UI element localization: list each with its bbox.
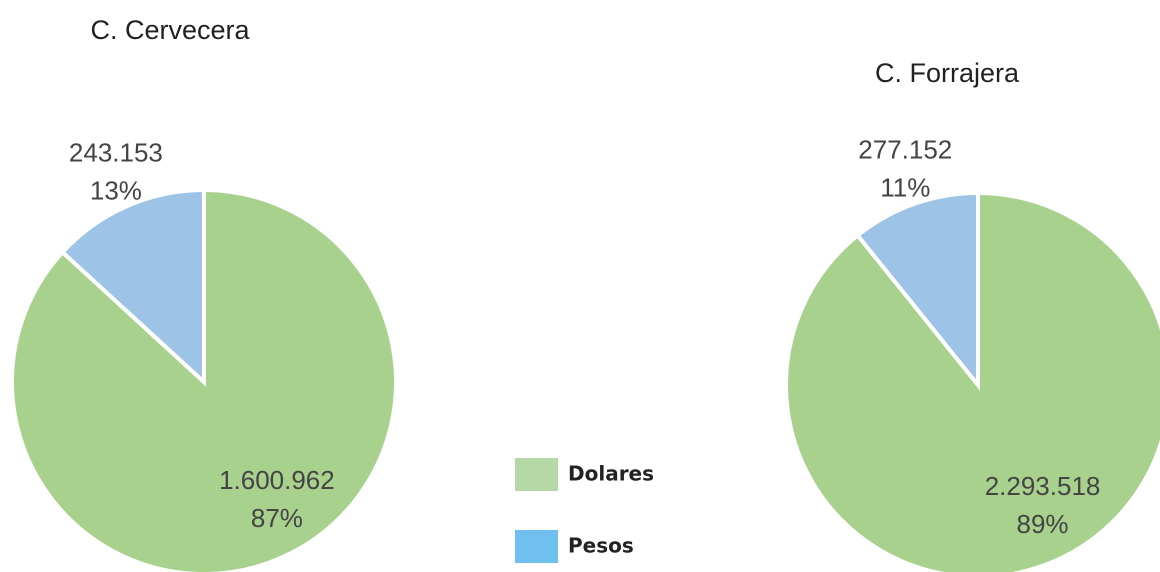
- legend-label: Dolares: [568, 462, 654, 486]
- pie-slice: [854, 190, 980, 391]
- legend-swatch: [515, 530, 558, 563]
- percent-label: 87%: [251, 503, 303, 533]
- pie-slice: [59, 187, 206, 387]
- percent-label: 13%: [90, 176, 142, 206]
- pie-slice: [784, 190, 1160, 572]
- chart-title: C. Forrajera: [875, 58, 1020, 88]
- percent-label: 89%: [1017, 509, 1069, 539]
- value-label: 277.152: [858, 134, 952, 164]
- legend-swatch: [515, 458, 558, 491]
- legend-label: Pesos: [568, 534, 634, 558]
- percent-label: 11%: [880, 172, 930, 202]
- value-label: 1.600.962: [219, 465, 335, 495]
- chart-title: C. Cervecera: [90, 15, 250, 45]
- value-label: 243.153: [69, 138, 163, 168]
- value-label: 2.293.518: [985, 471, 1101, 501]
